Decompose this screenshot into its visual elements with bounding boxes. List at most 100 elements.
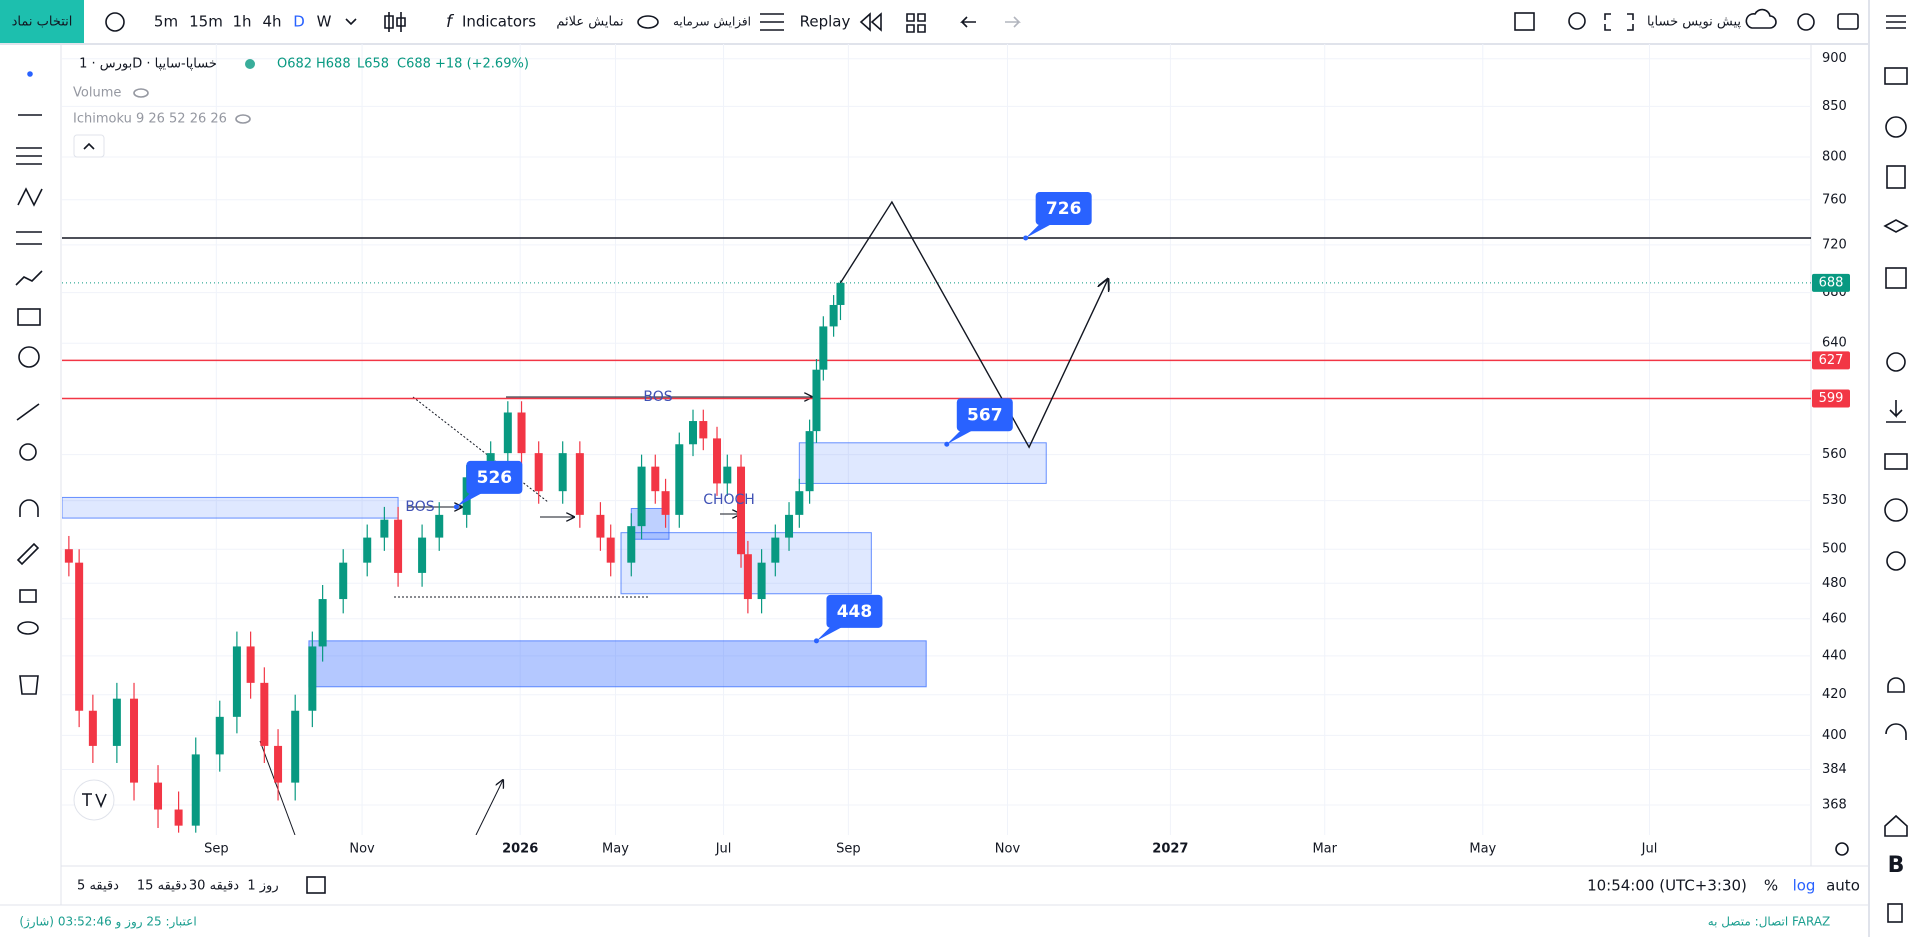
ruler-tool[interactable] bbox=[16, 403, 40, 421]
interval[interactable]: 15m bbox=[189, 13, 223, 31]
goto-date-icon[interactable] bbox=[306, 876, 326, 894]
collapse-button[interactable] bbox=[73, 134, 105, 158]
candle-body bbox=[435, 514, 444, 538]
gear-icon[interactable] bbox=[1886, 352, 1906, 372]
draw-mode-tool[interactable] bbox=[16, 542, 40, 566]
layout-icon[interactable] bbox=[906, 13, 926, 33]
candle-body bbox=[154, 782, 163, 810]
indicators-button[interactable]: Indicators bbox=[462, 13, 536, 31]
camera-icon[interactable] bbox=[1837, 13, 1859, 30]
zoom-icon[interactable] bbox=[1568, 12, 1586, 30]
left-toolbar bbox=[15, 71, 43, 695]
candle-body bbox=[462, 477, 471, 515]
watchlist-icon[interactable] bbox=[1884, 67, 1908, 85]
hidden-icon[interactable] bbox=[133, 88, 149, 98]
symbol-button[interactable]: انتخاب نماد bbox=[12, 15, 73, 30]
legend-volume: Volume bbox=[73, 86, 121, 101]
candle-body bbox=[274, 745, 283, 783]
eye-icon[interactable] bbox=[637, 15, 659, 29]
price-tag-label: 627 bbox=[1819, 353, 1844, 368]
fullscreen-icon[interactable] bbox=[1604, 13, 1634, 31]
fib-tool[interactable] bbox=[16, 147, 42, 165]
trash-tool[interactable] bbox=[19, 675, 39, 695]
bell-icon[interactable] bbox=[1887, 677, 1905, 693]
forecast-tool[interactable] bbox=[15, 270, 43, 286]
undo-icon[interactable] bbox=[960, 16, 976, 28]
brand-icon[interactable]: B bbox=[1888, 853, 1905, 878]
projection-tool[interactable] bbox=[16, 231, 42, 245]
home-icon[interactable] bbox=[1884, 814, 1908, 837]
x-tick-label: Sep bbox=[836, 842, 861, 857]
text-tool[interactable] bbox=[17, 308, 41, 326]
trend-arrow bbox=[475, 780, 503, 835]
candle-body bbox=[291, 710, 300, 783]
candle-body bbox=[723, 466, 732, 484]
candle-body bbox=[575, 453, 584, 515]
menu-icon[interactable] bbox=[1886, 15, 1906, 29]
download-icon[interactable] bbox=[1886, 400, 1906, 423]
auto-toggle[interactable]: auto bbox=[1826, 877, 1860, 895]
y-tick-label: 760 bbox=[1822, 192, 1847, 207]
candle-body bbox=[651, 466, 660, 492]
sliders-icon[interactable] bbox=[760, 13, 784, 31]
alarm-icon[interactable] bbox=[1885, 116, 1907, 138]
interval-active[interactable]: D bbox=[293, 13, 305, 31]
profile-icon[interactable] bbox=[1884, 498, 1908, 522]
interval-dropdown[interactable] bbox=[345, 18, 357, 26]
emoji-tool[interactable] bbox=[18, 346, 40, 368]
callout bbox=[1035, 191, 1092, 225]
lock-tool[interactable] bbox=[19, 589, 37, 603]
layers-icon[interactable] bbox=[1883, 219, 1909, 233]
replay-icon[interactable] bbox=[859, 12, 882, 32]
projection-path bbox=[839, 200, 1107, 449]
cursor-tool[interactable] bbox=[27, 71, 33, 77]
candle-body bbox=[380, 519, 389, 538]
interval[interactable]: W bbox=[317, 13, 332, 31]
rect-icon[interactable] bbox=[1514, 12, 1535, 31]
symbol-button-bg[interactable] bbox=[0, 0, 84, 43]
interval[interactable]: 1h bbox=[232, 13, 251, 31]
callout-label: 448 bbox=[837, 602, 873, 622]
range-button[interactable]: 15 دقیقه bbox=[137, 879, 187, 894]
list-icon[interactable] bbox=[1885, 267, 1907, 289]
hide-tool[interactable] bbox=[17, 621, 39, 635]
cloud-icon[interactable] bbox=[1745, 8, 1777, 29]
candle-body bbox=[130, 698, 139, 783]
settings-icon[interactable] bbox=[1797, 13, 1815, 31]
interval[interactable]: 5m bbox=[154, 13, 178, 31]
log-toggle[interactable]: log bbox=[1793, 877, 1816, 895]
capital-button[interactable]: افزایش سرمایه bbox=[673, 15, 751, 30]
percent-toggle[interactable]: % bbox=[1764, 877, 1778, 895]
add-symbol-icon[interactable] bbox=[105, 12, 125, 32]
headset-icon[interactable] bbox=[1885, 723, 1907, 740]
card-icon[interactable] bbox=[1884, 453, 1908, 470]
range-button[interactable]: 5 دقیقه bbox=[77, 879, 119, 894]
x-tick-label: Mar bbox=[1312, 842, 1337, 857]
draft-button[interactable]: پیش نویس خسایا bbox=[1647, 15, 1741, 30]
candle-body bbox=[174, 809, 183, 826]
range-button[interactable]: 1 روز bbox=[247, 879, 278, 894]
logout-icon[interactable] bbox=[1887, 903, 1903, 923]
hidden-icon[interactable] bbox=[235, 114, 251, 124]
interval[interactable]: 4h bbox=[262, 13, 281, 31]
candle-body bbox=[215, 716, 224, 755]
candle-body bbox=[805, 431, 814, 492]
notes-icon[interactable] bbox=[1886, 165, 1906, 189]
candle-body bbox=[689, 421, 698, 445]
show-signals-button[interactable]: نمایش علائم bbox=[556, 15, 623, 30]
fx-icon[interactable]: f bbox=[446, 12, 455, 32]
zoom-tool[interactable] bbox=[19, 443, 37, 461]
dotted-trend bbox=[412, 396, 549, 503]
axis-settings[interactable] bbox=[1835, 842, 1849, 856]
magnet-tool[interactable] bbox=[19, 499, 39, 517]
chart-type-icon[interactable] bbox=[384, 12, 406, 32]
tv-logo[interactable] bbox=[73, 779, 115, 821]
zone bbox=[308, 640, 927, 688]
pattern-tool[interactable] bbox=[17, 187, 43, 207]
range-button[interactable]: 30 دقیقه bbox=[189, 879, 239, 894]
replay-button[interactable]: Replay bbox=[800, 13, 851, 31]
candle-body bbox=[795, 491, 804, 515]
callout-anchor bbox=[1023, 235, 1029, 241]
share-icon[interactable] bbox=[1886, 551, 1906, 571]
y-tick-label: 900 bbox=[1822, 51, 1847, 66]
